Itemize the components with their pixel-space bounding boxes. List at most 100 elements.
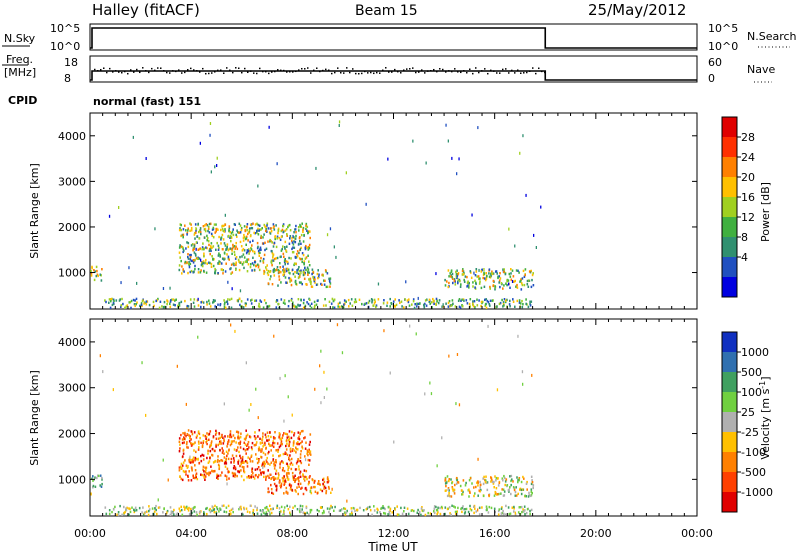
echo-cell — [178, 304, 181, 307]
echo-cell — [267, 273, 270, 277]
echo-cell — [206, 234, 208, 238]
echo-cell — [275, 472, 277, 475]
echo-cell — [270, 259, 273, 262]
echo-cell — [294, 480, 296, 483]
echo-cell — [196, 434, 198, 437]
echo-cell — [281, 247, 283, 251]
echo-cell — [482, 494, 485, 498]
echo-cell — [267, 282, 270, 285]
echo-cell — [302, 301, 305, 305]
echo-cell — [275, 469, 278, 472]
echo-cell — [284, 432, 287, 435]
echo-cell — [308, 450, 310, 453]
nave-dot — [358, 72, 360, 75]
echo-cell — [245, 361, 247, 365]
echo-cell — [220, 236, 223, 239]
echo-cell — [251, 467, 254, 470]
echo-cell — [247, 475, 250, 478]
echo-cell — [257, 447, 260, 451]
echo-cell — [246, 433, 249, 436]
echo-cell — [464, 275, 467, 278]
echo-cell — [118, 206, 120, 209]
echo-cell — [518, 478, 520, 482]
echo-cell — [200, 473, 202, 476]
echo-cell — [280, 235, 283, 238]
echo-cell — [161, 305, 163, 308]
echo-cell — [273, 274, 276, 277]
echo-cell — [237, 446, 239, 449]
echo-cell — [309, 230, 311, 233]
echo-cell — [132, 135, 134, 139]
nave-dot — [262, 70, 264, 73]
echo-cell — [299, 247, 302, 251]
echo-cell — [273, 257, 276, 261]
echo-cell — [285, 260, 287, 263]
echo-cell — [238, 297, 241, 300]
power-frame — [89, 112, 698, 310]
echo-cell — [226, 253, 228, 256]
echo-cell — [288, 484, 291, 487]
echo-cell — [186, 231, 189, 235]
echo-cell — [511, 506, 514, 509]
echo-cell — [401, 305, 403, 308]
echo-cell — [484, 481, 487, 484]
echo-cell — [300, 450, 302, 453]
echo-cell — [210, 242, 213, 245]
echo-cell — [457, 281, 459, 285]
echo-cell — [231, 454, 234, 457]
echo-cell — [400, 506, 402, 510]
echo-cell — [292, 272, 295, 276]
echo-cell — [519, 506, 522, 509]
echo-cell — [309, 304, 311, 307]
echo-cell — [497, 484, 500, 487]
echo-cell — [478, 282, 481, 285]
echo-cell — [416, 511, 419, 514]
echo-cell — [282, 301, 285, 304]
echo-cell — [173, 513, 175, 516]
echo-cell — [509, 486, 511, 489]
echo-cell — [190, 253, 192, 257]
echo-cell — [212, 264, 215, 268]
echo-cell — [455, 270, 457, 274]
echo-cell — [213, 223, 216, 226]
echo-cell — [231, 507, 234, 510]
echo-cell — [491, 480, 494, 484]
echo-cell — [181, 478, 184, 482]
echo-cell — [531, 479, 533, 482]
power-x-ticks — [89, 113, 698, 309]
echo-cell — [377, 298, 380, 301]
echo-cell — [304, 436, 306, 439]
echo-cell — [226, 245, 228, 249]
echo-cell — [327, 485, 330, 489]
echo-cell — [280, 442, 282, 445]
echo-cell — [240, 475, 243, 478]
echo-cell — [446, 475, 449, 478]
nave-dot — [535, 72, 537, 75]
echo-cell — [172, 298, 175, 301]
echo-cell — [237, 470, 239, 473]
echo-cell — [226, 467, 229, 470]
echo-cell — [157, 506, 160, 509]
echo-cell — [134, 506, 137, 509]
echo-cell — [262, 306, 265, 309]
echo-cell — [238, 508, 240, 511]
echo-cell — [474, 279, 476, 282]
echo-cell — [362, 509, 365, 512]
echo-cell — [319, 364, 321, 368]
echo-cell — [477, 508, 479, 512]
echo-cell — [298, 257, 301, 260]
echo-cell — [197, 457, 199, 461]
echo-cell — [256, 457, 258, 460]
echo-cell — [398, 299, 400, 302]
echo-cell — [246, 298, 249, 301]
echo-cell — [169, 302, 171, 305]
echo-cell — [285, 444, 287, 448]
nave-dot — [148, 71, 150, 74]
nave-dot — [421, 69, 423, 71]
echo-cell — [208, 460, 211, 463]
echo-cell — [436, 512, 438, 516]
echo-cell — [503, 268, 505, 271]
echo-cell — [517, 334, 519, 338]
echo-cell — [289, 454, 291, 457]
colorbar-tick-label: -25 — [741, 426, 759, 439]
